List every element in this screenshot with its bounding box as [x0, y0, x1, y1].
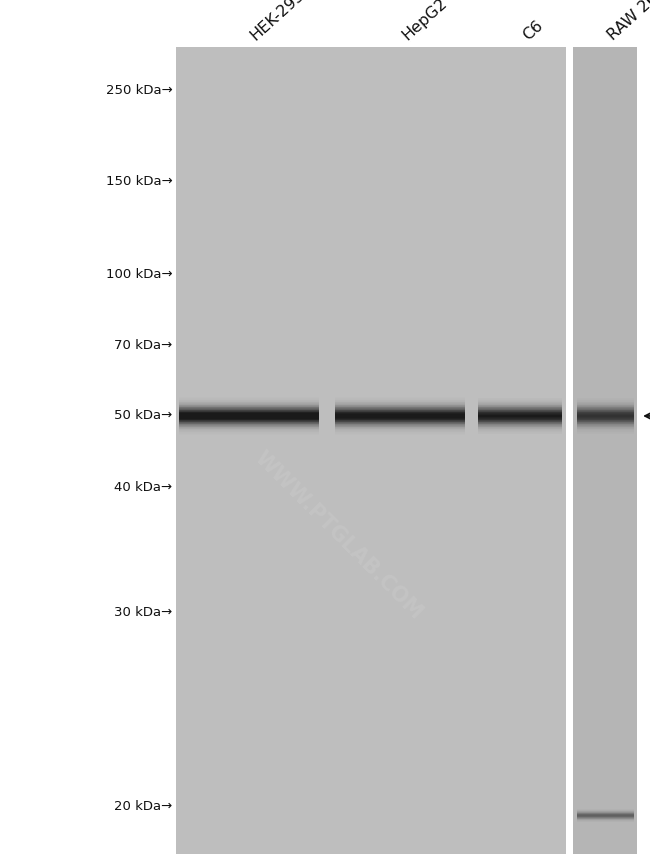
Text: WWW.PTGLAB.COM: WWW.PTGLAB.COM — [250, 447, 426, 623]
Text: 20 kDa→: 20 kDa→ — [114, 800, 172, 814]
Bar — [176, 47, 566, 854]
Text: 250 kDa→: 250 kDa→ — [105, 84, 172, 98]
Text: 40 kDa→: 40 kDa→ — [114, 481, 172, 494]
Text: 50 kDa→: 50 kDa→ — [114, 409, 172, 423]
Text: 70 kDa→: 70 kDa→ — [114, 338, 172, 352]
Bar — [573, 47, 637, 854]
Text: 30 kDa→: 30 kDa→ — [114, 606, 172, 620]
Text: HepG2: HepG2 — [400, 0, 450, 43]
Text: 100 kDa→: 100 kDa→ — [105, 268, 172, 281]
Text: HEK-293: HEK-293 — [247, 0, 307, 43]
Text: 150 kDa→: 150 kDa→ — [105, 174, 172, 188]
Text: RAW 264.7: RAW 264.7 — [605, 0, 650, 43]
Text: C6: C6 — [520, 18, 546, 43]
